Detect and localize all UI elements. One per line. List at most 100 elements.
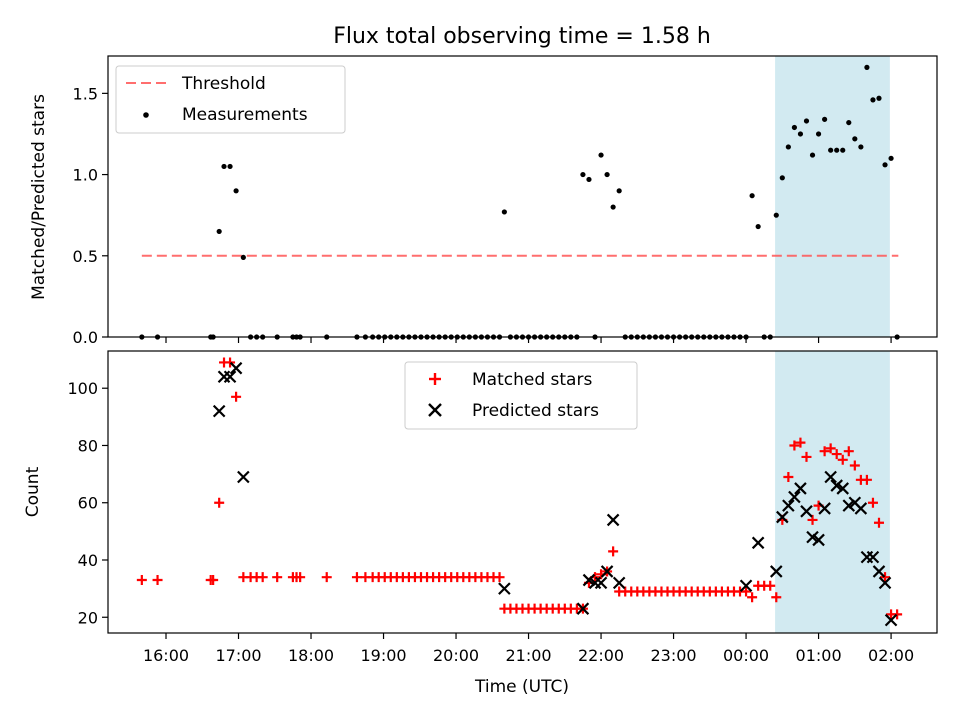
matched-star-point	[351, 572, 362, 583]
matched-star-point	[819, 446, 830, 457]
matched-star-point	[208, 575, 219, 586]
predicted-star-point	[842, 499, 856, 512]
bottom-legend-box	[404, 361, 638, 430]
matched-star-point	[765, 580, 776, 591]
y-tick-label: 0.5	[73, 247, 98, 266]
measurement-point	[598, 152, 604, 158]
predicted-star-point	[594, 576, 608, 590]
x-tick-label: 23:00	[651, 646, 697, 665]
measurement-point	[501, 209, 507, 215]
measurement-point	[749, 193, 755, 199]
y-tick-label: 20	[78, 608, 98, 627]
matched-stars-series	[136, 357, 903, 620]
y-tick-label: 100	[67, 379, 98, 398]
measurement-point	[580, 171, 586, 178]
measurement-point	[233, 188, 239, 194]
predicted-star-point	[794, 482, 807, 495]
predicted-star-point	[884, 613, 898, 627]
predicted-star-point	[866, 550, 880, 564]
predicted-star-point	[812, 533, 825, 547]
measurement-point	[864, 64, 870, 70]
predicted-star-point	[606, 513, 620, 527]
matched-star-point	[795, 437, 806, 448]
y-tick-label: 40	[78, 551, 98, 570]
predicted-star-point	[212, 404, 226, 418]
matched-star-point	[747, 592, 758, 603]
top-y-axis-label: Matched/Predicted stars	[29, 94, 49, 300]
matched-star-point	[225, 357, 236, 368]
matched-star-point	[849, 460, 860, 471]
x-tick-label: 17:00	[215, 646, 261, 665]
predicted-star-point	[237, 470, 250, 484]
measurement-point	[846, 119, 852, 126]
predicted-star-point	[751, 536, 765, 550]
predicted-star-point	[776, 510, 789, 524]
matched-star-point	[214, 497, 225, 508]
predicted-star-point	[872, 565, 886, 578]
matched-star-point	[837, 454, 848, 465]
shaded-span	[775, 351, 890, 633]
measurement-point	[822, 116, 828, 122]
matched-star-point	[494, 572, 505, 583]
matched-star-point	[789, 440, 800, 451]
predicted-star-point	[806, 530, 819, 544]
predicted-star-point	[582, 573, 596, 587]
predicted-star-point	[229, 361, 243, 375]
bottom-panel-frame	[107, 350, 938, 634]
measurement-point	[240, 254, 246, 261]
legend-threshold-label: Threshold	[181, 74, 266, 94]
measurement-point	[840, 147, 846, 153]
matched-star-point	[892, 609, 903, 620]
legend-measurements-label: Measurements	[182, 105, 308, 125]
matched-star-point	[771, 592, 782, 603]
bottom-y-ticks: 20 40 60 80 100	[67, 379, 108, 627]
matched-star-point	[825, 443, 836, 454]
top-panel-frame	[107, 55, 938, 338]
predicted-star-point	[739, 579, 753, 593]
measurement-point	[610, 204, 616, 210]
predicted-star-point	[824, 470, 837, 484]
measurement-point	[604, 171, 610, 178]
predicted-star-point	[769, 565, 783, 578]
measurement-point	[834, 147, 840, 153]
matched-star-point	[867, 497, 878, 508]
predicted-star-point	[498, 582, 511, 595]
matched-star-point	[152, 575, 163, 586]
matched-star-point	[861, 474, 872, 485]
x-tick-label: 22:00	[578, 646, 624, 665]
measurement-point	[870, 97, 876, 103]
legend-matched-label: Matched stars	[472, 370, 592, 390]
bottom-legend: Matched stars Predicted stars	[404, 361, 638, 430]
legend-matched-swatch	[429, 373, 441, 385]
predicted-star-point	[612, 576, 626, 590]
measurement-point	[755, 223, 761, 230]
matched-star-point	[880, 572, 891, 583]
predicted-star-point	[818, 502, 831, 515]
measurement-point	[815, 131, 822, 137]
measurement-point	[586, 176, 592, 183]
predicted-star-point	[800, 505, 813, 518]
predicted-star-point	[830, 479, 843, 492]
predicted-star-point	[878, 576, 892, 590]
predicted-stars-series	[212, 361, 898, 627]
bottom-panel: 20 40 60 80 100 16:00 17:00 18:00 19:00 20:00 21:…	[23, 350, 938, 697]
predicted-star-point	[782, 499, 795, 512]
bottom-x-ticks: 16:00 17:00 18:00 19:00 20:00 21:00 22:00 23:00…	[143, 633, 914, 665]
x-tick-label: 21:00	[505, 646, 551, 665]
predicted-star-point	[836, 482, 850, 495]
x-axis-label: Time (UTC)	[474, 677, 569, 697]
x-tick-label: 16:00	[143, 646, 189, 665]
measurement-point	[882, 162, 888, 168]
matched-star-point	[831, 449, 842, 460]
predicted-star-point	[576, 602, 590, 615]
bottom-y-axis-label: Count	[23, 466, 43, 517]
top-panel: 0.0 0.5 1.0 1.5 Matched/Predicted stars Thr…	[29, 55, 938, 347]
legend-predicted-swatch	[428, 403, 442, 417]
matched-star-point	[608, 546, 619, 557]
y-tick-label: 60	[78, 494, 98, 513]
measurement-point	[221, 163, 227, 170]
shaded-span	[775, 56, 890, 337]
matched-star-point	[783, 471, 794, 482]
matched-star-point	[843, 446, 854, 457]
matched-star-point	[741, 586, 752, 597]
